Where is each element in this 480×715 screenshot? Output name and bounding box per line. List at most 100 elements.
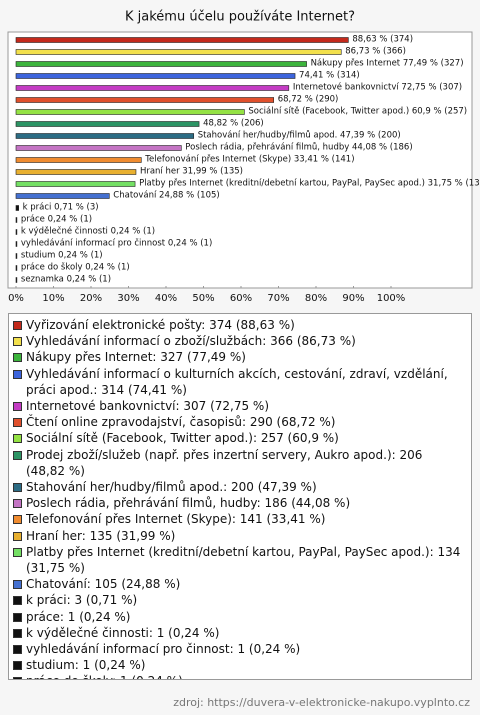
legend-swatch [13, 402, 22, 412]
data-label: Nákupy přes Internet 77,49 % (327) [311, 59, 464, 69]
bar [15, 145, 182, 151]
legend-swatch [13, 661, 22, 671]
legend-swatch [13, 450, 22, 460]
data-label: 68,72 % (290) [278, 95, 339, 105]
data-label: 48,82 % (206) [203, 119, 264, 129]
data-label: Stahování her/hudby/filmů apod. 47,39 % … [198, 130, 401, 141]
bar [15, 229, 18, 235]
bar [15, 205, 19, 211]
legend-swatch [13, 612, 22, 622]
bar [15, 169, 137, 175]
legend-label: Vyřizování elektronické pošty: 374 (88,6… [26, 318, 295, 332]
bar [15, 157, 142, 163]
bar [15, 49, 342, 55]
legend-label: Vyhledávání informací o zboží/službách: … [26, 334, 356, 349]
legend-item: Vyhledávání informací o zboží/službách: … [13, 333, 465, 349]
data-label: Internetové bankovnictví 72,75 % (307) [293, 82, 462, 93]
x-tick-label: 80% [305, 293, 327, 304]
legend-label: Prodej zboží/služeb (např. přes inzertní… [26, 447, 423, 478]
legend-swatch [13, 337, 22, 347]
bar [15, 109, 245, 115]
x-tick-label: 90% [342, 293, 364, 304]
x-tick-label: 0% [8, 293, 24, 304]
chart-title: K jakému účelu používáte Internet? [125, 10, 355, 25]
data-label: k výdělečné činnosti 0,24 % (1) [21, 226, 155, 237]
legend-item: práce do školy: 1 (0,24 %) [13, 673, 465, 679]
legend: Vyřizování elektronické pošty: 374 (88,6… [8, 313, 472, 680]
bar [15, 121, 200, 127]
bar [15, 277, 18, 283]
bar [15, 97, 275, 103]
legend-item: Prodej zboží/služeb (např. přes inzertní… [13, 447, 465, 479]
legend-swatch [13, 353, 22, 363]
bar [15, 85, 290, 91]
legend-item: Hraní her: 135 (31,99 %) [13, 528, 465, 544]
legend-label: k práci: 3 (0,71 %) [26, 593, 138, 608]
legend-item: Poslech rádia, přehrávání filmů, hudby: … [13, 495, 465, 511]
legend-swatch [13, 645, 22, 655]
x-tick-label: 50% [192, 293, 214, 304]
source: zdroj: https://duvera-v-elektronicke-nak… [173, 696, 470, 709]
x-tick-label: 60% [230, 293, 252, 304]
bar [15, 37, 349, 43]
legend-label: Vyhledávání informací o kulturních akcíc… [26, 366, 448, 397]
legend-swatch [13, 321, 22, 330]
legend-item: k výdělečné činnosti: 1 (0,24 %) [13, 625, 465, 641]
legend-label: Hraní her: 135 (31,99 %) [26, 528, 176, 543]
x-tick-label: 40% [155, 293, 177, 304]
legend-swatch [13, 369, 22, 379]
legend-item: studium: 1 (0,24 %) [13, 657, 465, 673]
data-label: 88,63 % (374) [352, 35, 413, 45]
data-label: 86,73 % (366) [345, 47, 406, 57]
legend-item: Vyhledávání informací o kulturních akcíc… [13, 366, 465, 398]
legend-swatch [13, 628, 22, 638]
legend-item: Sociální sítě (Facebook, Twitter apod.):… [13, 430, 465, 446]
data-label: Poslech rádia, přehrávání filmů, hudby 4… [185, 142, 412, 153]
legend-item: práce: 1 (0,24 %) [13, 609, 465, 625]
x-tick-label: 20% [80, 293, 102, 304]
legend-label: studium: 1 (0,24 %) [26, 658, 146, 673]
legend-item: Platby přes Internet (kreditní/debetní k… [13, 544, 465, 576]
legend-swatch [13, 677, 22, 679]
legend-swatch [13, 499, 22, 509]
data-label: Platby přes Internet (kreditní/debetní k… [139, 179, 480, 189]
data-label: 74,41 % (314) [299, 71, 360, 81]
bar [15, 181, 136, 187]
legend-label: Sociální sítě (Facebook, Twitter apod.):… [26, 431, 339, 446]
legend-label: Internetové bankovnictví: 307 (72,75 %) [26, 399, 270, 414]
legend-label: Poslech rádia, přehrávání filmů, hudby: … [26, 496, 351, 511]
bar [15, 133, 195, 139]
legend-label: Stahování her/hudby/filmů apod.: 200 (47… [26, 480, 317, 495]
bar [15, 253, 18, 259]
x-tick-label: 100% [377, 293, 406, 304]
legend-swatch [13, 483, 22, 493]
legend-item: Nákupy přes Internet: 327 (77,49 %) [13, 349, 465, 365]
data-label: Telefonování přes Internet (Skype) 33,41… [144, 155, 354, 165]
legend-swatch [13, 531, 22, 541]
x-tick-label: 30% [117, 293, 139, 304]
legend-item: k práci: 3 (0,71 %) [13, 592, 465, 608]
bar [15, 217, 18, 223]
legend-item: Vyřizování elektronické pošty: 374 (88,6… [13, 317, 465, 333]
bar [15, 241, 18, 247]
legend-label: vyhledávání informací pro činnost: 1 (0,… [26, 642, 301, 657]
legend-label: Chatování: 105 (24,88 %) [26, 577, 181, 592]
legend-item: vyhledávání informací pro činnost: 1 (0,… [13, 641, 465, 657]
bar [15, 61, 307, 67]
legend-label: práce do školy: 1 (0,24 %) [26, 673, 183, 679]
legend-swatch [13, 580, 22, 590]
legend-item: Telefonování přes Internet (Skype): 141 … [13, 511, 465, 527]
legend-label: Platby přes Internet (kreditní/debetní k… [26, 544, 461, 576]
legend-item: Čtení online zpravodajství, časopisů: 29… [13, 414, 465, 430]
legend-swatch [13, 515, 22, 525]
legend-label: Nákupy přes Internet: 327 (77,49 %) [26, 350, 246, 365]
legend-label: Telefonování přes Internet (Skype): 141 … [26, 512, 326, 527]
bar [15, 193, 110, 199]
data-label: k práci 0,71 % (3) [23, 203, 99, 213]
legend-item: Chatování: 105 (24,88 %) [13, 576, 465, 592]
data-label: studium 0,24 % (1) [21, 251, 103, 261]
data-label: Sociální sítě (Facebook, Twitter apod.) … [248, 107, 467, 117]
legend-swatch [13, 418, 22, 428]
legend-item: Internetové bankovnictví: 307 (72,75 %) [13, 398, 465, 414]
